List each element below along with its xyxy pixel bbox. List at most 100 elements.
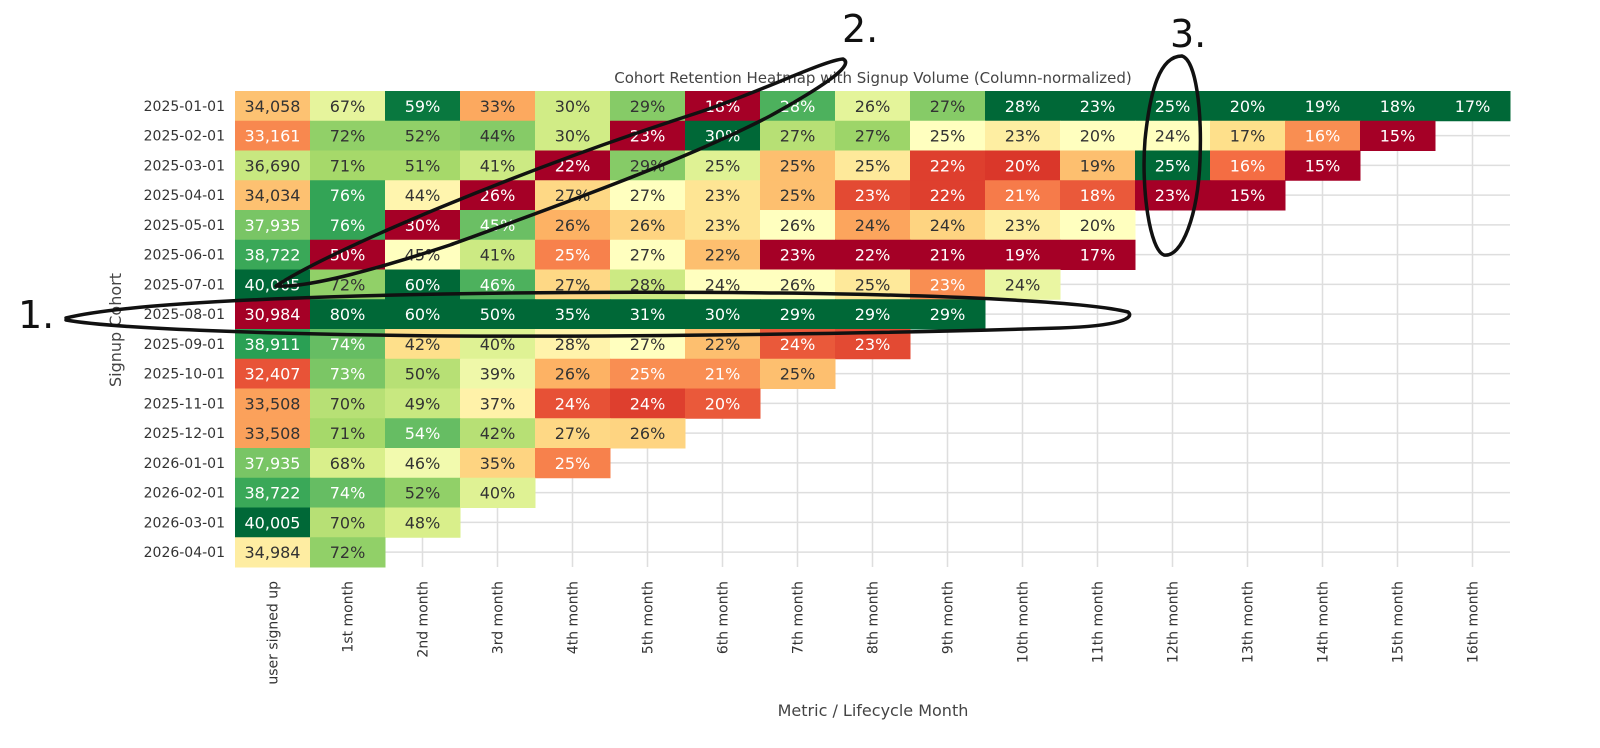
- x-tick-label: 9th month: [941, 581, 957, 654]
- chart-title: Cohort Retention Heatmap with Signup Vol…: [614, 69, 1132, 87]
- heatmap-cell: [610, 299, 686, 330]
- cell-value-label: 33%: [480, 97, 516, 116]
- cell-value-label: 30%: [705, 305, 741, 324]
- heatmap-cell: [685, 239, 761, 270]
- cell-value-label: 24%: [1005, 275, 1041, 294]
- cell-value-label: 23%: [705, 216, 741, 235]
- heatmap-cell: [535, 448, 611, 479]
- cell-value-label: 74%: [330, 335, 366, 354]
- heatmap-cell: [310, 537, 386, 568]
- heatmap-cell: [385, 358, 461, 389]
- cell-value-label: 72%: [330, 543, 366, 562]
- heatmap-cell: [535, 388, 611, 419]
- x-tick-label: 13th month: [1241, 581, 1257, 663]
- cell-value-label: 37%: [480, 394, 516, 413]
- cell-value-label: 26%: [555, 216, 591, 235]
- cell-value-label: 19%: [1005, 246, 1041, 265]
- heatmap-cell: [535, 91, 611, 122]
- cell-value-label: 17%: [1080, 246, 1116, 265]
- cell-value-label: 27%: [555, 424, 591, 443]
- cell-value-label: 26%: [630, 216, 666, 235]
- cell-value-label: 29%: [930, 305, 966, 324]
- cell-value-label: 52%: [405, 484, 441, 503]
- cell-value-label: 46%: [480, 275, 516, 294]
- cell-value-label: 38,722: [245, 246, 301, 265]
- cell-value-label: 46%: [405, 454, 441, 473]
- annotation-ellipse-row: [64, 290, 1132, 338]
- cell-value-label: 29%: [630, 156, 666, 175]
- heatmap-cell: [460, 91, 536, 122]
- cell-value-label: 30,984: [245, 305, 301, 324]
- heatmap-cell: [535, 329, 611, 360]
- cell-value-label: 25%: [855, 156, 891, 175]
- cell-value-label: 50%: [405, 365, 441, 384]
- cell-value-label: 26%: [555, 365, 591, 384]
- heatmap-cell: [385, 418, 461, 449]
- heatmap-cell: [1285, 120, 1361, 151]
- cell-value-label: 25%: [555, 246, 591, 265]
- cell-value-label: 19%: [1305, 97, 1341, 116]
- heatmap-cell: [985, 239, 1061, 270]
- heatmap-cell: [610, 239, 686, 270]
- heatmap-cell: [835, 239, 911, 270]
- heatmap-cell: [235, 477, 311, 508]
- cell-value-label: 20%: [1080, 127, 1116, 146]
- cell-value-label: 16%: [1305, 127, 1341, 146]
- cell-value-label: 26%: [630, 424, 666, 443]
- cell-value-label: 25%: [930, 127, 966, 146]
- heatmap-cell: [535, 180, 611, 211]
- cell-value-label: 59%: [405, 97, 441, 116]
- cell-value-label: 22%: [705, 246, 741, 265]
- cell-value-label: 44%: [480, 127, 516, 146]
- cell-value-label: 27%: [630, 246, 666, 265]
- cell-value-label: 30%: [555, 97, 591, 116]
- heatmap-cell: [610, 150, 686, 181]
- heatmap-cell: [310, 299, 386, 330]
- cell-value-label: 21%: [930, 246, 966, 265]
- cell-value-label: 22%: [930, 156, 966, 175]
- heatmap-cells: [235, 91, 1511, 568]
- cell-value-label: 37,935: [245, 216, 301, 235]
- cell-value-label: 73%: [330, 365, 366, 384]
- heatmap-cell: [460, 448, 536, 479]
- annotation-label-1: 1.: [18, 293, 54, 337]
- cell-value-label: 71%: [330, 424, 366, 443]
- heatmap-cell: [985, 180, 1061, 211]
- heatmap-cell: [535, 210, 611, 241]
- annotation-label-3: 3.: [1170, 12, 1206, 56]
- x-tick-label: 10th month: [1016, 581, 1032, 663]
- cell-value-label: 35%: [555, 305, 591, 324]
- heatmap-cell: [535, 358, 611, 389]
- heatmap-cell: [910, 120, 986, 151]
- y-axis-label: Signup Cohort: [106, 273, 125, 387]
- cell-value-label: 17%: [1455, 97, 1491, 116]
- cell-value-label: 26%: [480, 186, 516, 205]
- heatmap-cell: [235, 180, 311, 211]
- y-tick-label: 2026-03-01: [144, 515, 225, 531]
- heatmap-cell: [235, 388, 311, 419]
- heatmap-cell: [235, 448, 311, 479]
- heatmap-cell: [1060, 239, 1136, 270]
- heatmap-cell: [460, 299, 536, 330]
- heatmap-cell: [985, 91, 1061, 122]
- heatmap-cell: [685, 269, 761, 300]
- annotation-ellipse-diagonal: [274, 57, 848, 288]
- annotation-label-2: 2.: [842, 7, 878, 51]
- y-tick-label: 2026-01-01: [144, 456, 225, 472]
- cell-value-label: 22%: [705, 335, 741, 354]
- y-tick-label: 2026-02-01: [144, 486, 225, 502]
- annotation-ellipse-column: [1142, 54, 1203, 257]
- cell-value-label: 29%: [630, 97, 666, 116]
- heatmap-cell: [385, 477, 461, 508]
- y-tick-label: 2025-01-01: [144, 99, 225, 115]
- cell-value-label: 76%: [330, 186, 366, 205]
- cell-value-label: 23%: [1155, 186, 1191, 205]
- cell-value-label: 17%: [1230, 127, 1266, 146]
- heatmap-cell: [235, 210, 311, 241]
- cell-value-label: 51%: [405, 156, 441, 175]
- heatmap-cell: [535, 239, 611, 270]
- y-tick-label: 2026-04-01: [144, 545, 225, 561]
- cell-value-label: 24%: [855, 216, 891, 235]
- y-tick-label: 2025-08-01: [144, 307, 225, 323]
- heatmap-cell: [1060, 91, 1136, 122]
